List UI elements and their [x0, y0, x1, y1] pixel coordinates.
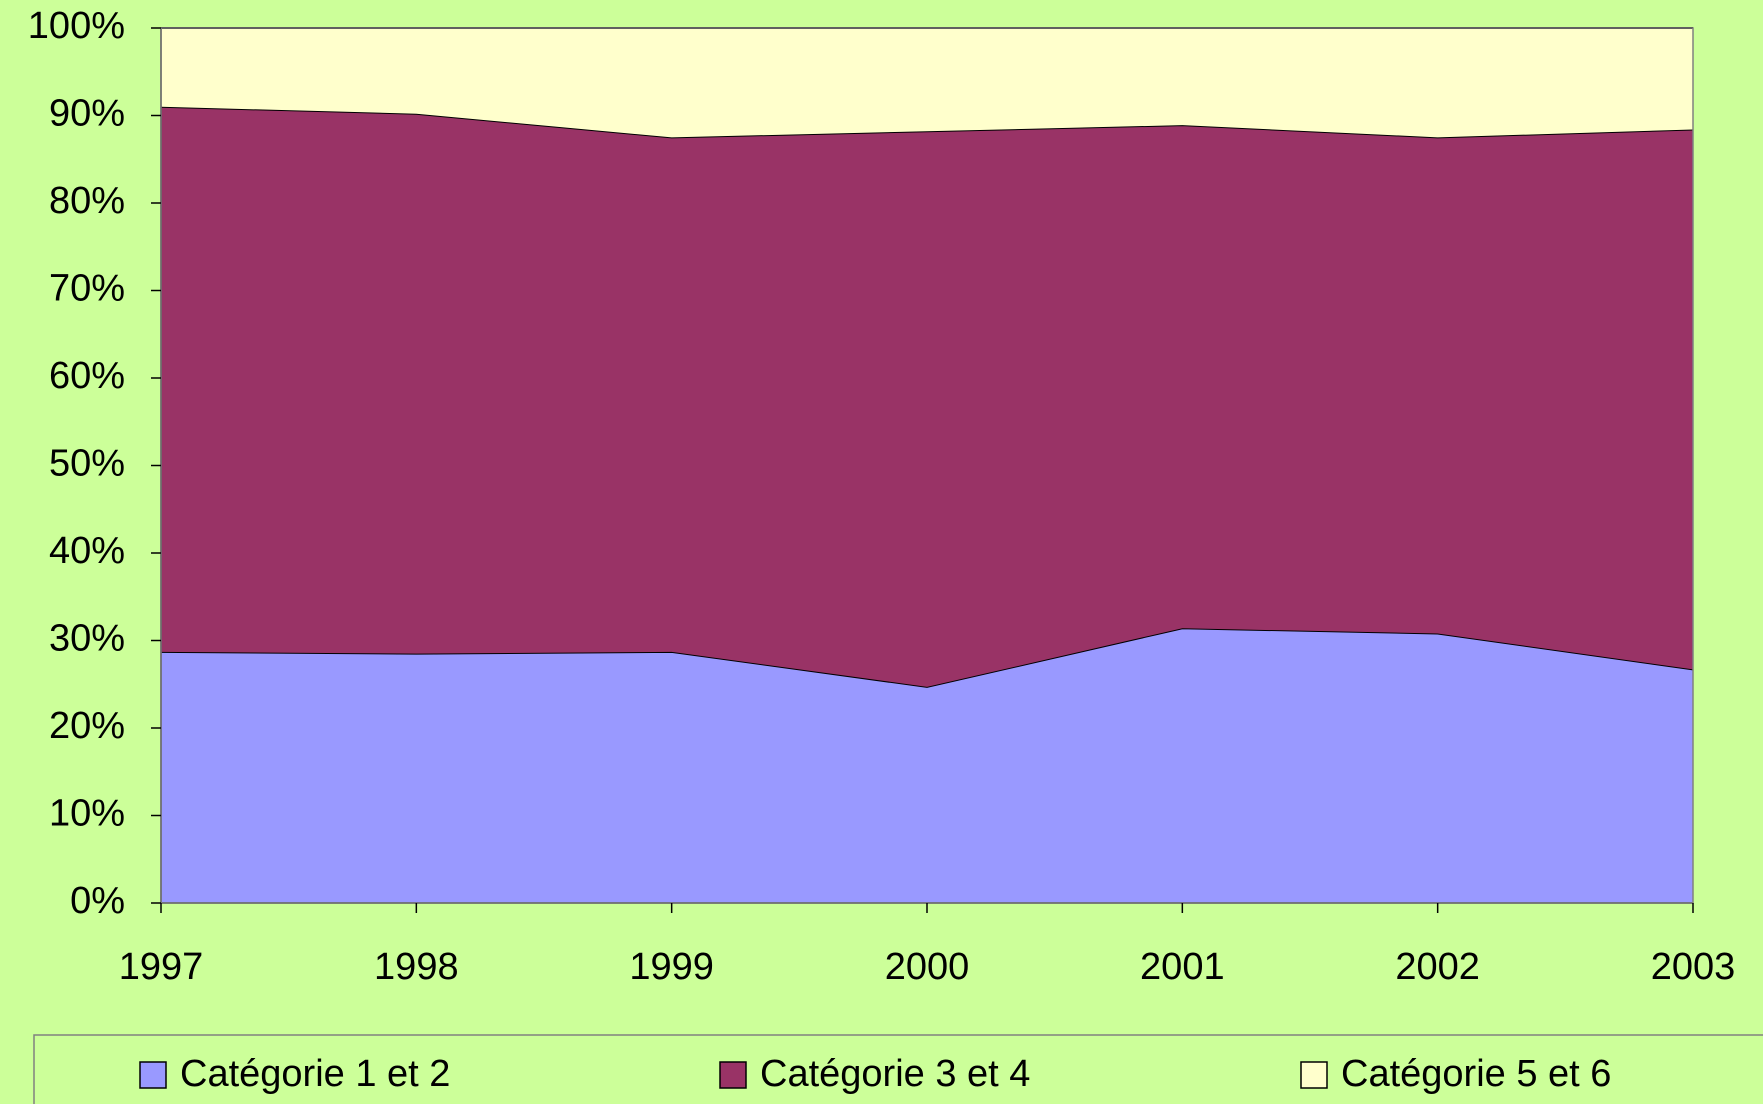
legend-label: Catégorie 1 et 2: [180, 1053, 450, 1095]
y-tick-label: 0%: [70, 880, 125, 922]
legend-label: Catégorie 5 et 6: [1341, 1053, 1611, 1095]
legend-swatch: [139, 1061, 167, 1089]
y-tick-label: 40%: [49, 530, 125, 572]
x-tick-label: 1998: [374, 946, 459, 988]
x-tick-label: 2001: [1140, 946, 1225, 988]
y-tick-label: 90%: [49, 93, 125, 135]
area: [161, 106, 1693, 687]
x-tick-label: 1997: [119, 946, 204, 988]
legend-label: Catégorie 3 et 4: [760, 1053, 1030, 1095]
legend-box: [33, 1034, 1763, 1104]
x-tick-label: 2003: [1651, 946, 1736, 988]
y-tick-label: 100%: [28, 5, 125, 47]
y-tick-label: 20%: [49, 705, 125, 747]
x-tick-label: 2000: [885, 946, 970, 988]
y-tick-label: 10%: [49, 793, 125, 835]
legend-swatch: [719, 1061, 747, 1089]
y-tick-label: 70%: [49, 268, 125, 310]
legend-swatch: [1300, 1061, 1328, 1089]
area: [161, 28, 1693, 138]
y-tick-label: 60%: [49, 355, 125, 397]
area: [161, 628, 1693, 903]
y-tick-label: 30%: [49, 618, 125, 660]
y-tick-label: 50%: [49, 443, 125, 485]
x-tick-label: 1999: [629, 946, 714, 988]
x-tick-label: 2002: [1395, 946, 1480, 988]
y-tick-label: 80%: [49, 180, 125, 222]
